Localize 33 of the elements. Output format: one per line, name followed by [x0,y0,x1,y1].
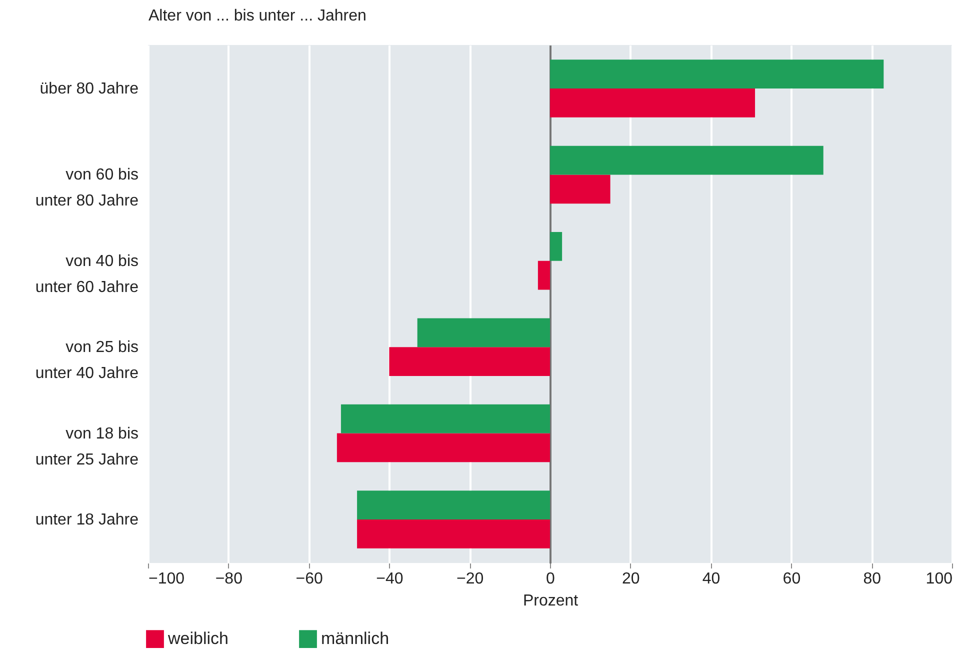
bar [340,404,550,434]
bar [550,232,562,261]
x-tick-label: 0 [546,570,556,588]
y-tick-label: über 80 Jahre [40,80,139,98]
x-tick-label: −100 [148,570,185,588]
x-tick-label: −60 [296,570,323,588]
x-tick-label: 40 [702,570,720,588]
y-tick-label: unter 18 Jahre [35,511,139,528]
bar [538,260,550,290]
bar [357,490,550,520]
x-tick-label: −20 [456,570,484,588]
x-tick-label: −40 [376,570,404,588]
y-tick-label: von 40 bis unter 60 Jahre [35,252,139,296]
x-tick-label: 20 [622,570,640,588]
x-tick-label: −80 [215,570,243,588]
y-tick-label: von 60 bis unter 80 Jahre [35,166,139,210]
bar [550,146,824,175]
x-axis-title: Prozent [522,592,579,610]
x-tick-label: 60 [782,570,801,588]
bar [357,519,550,548]
bar [550,60,884,89]
y-axis-title: Alter von ... bis unter ... Jahren [148,8,366,24]
bar [389,347,550,376]
legend-label: weiblich [167,629,228,648]
x-tick-label: 100 [926,570,953,588]
legend-label: männlich [321,629,390,648]
bar [417,318,550,348]
y-tick-label: von 25 bis unter 40 Jahre [35,339,139,382]
bar [550,88,756,118]
bar [336,433,550,462]
x-tick-label: 80 [863,570,882,588]
y-tick-label: von 18 bis unter 25 Jahre [35,425,139,468]
bar [550,174,610,204]
